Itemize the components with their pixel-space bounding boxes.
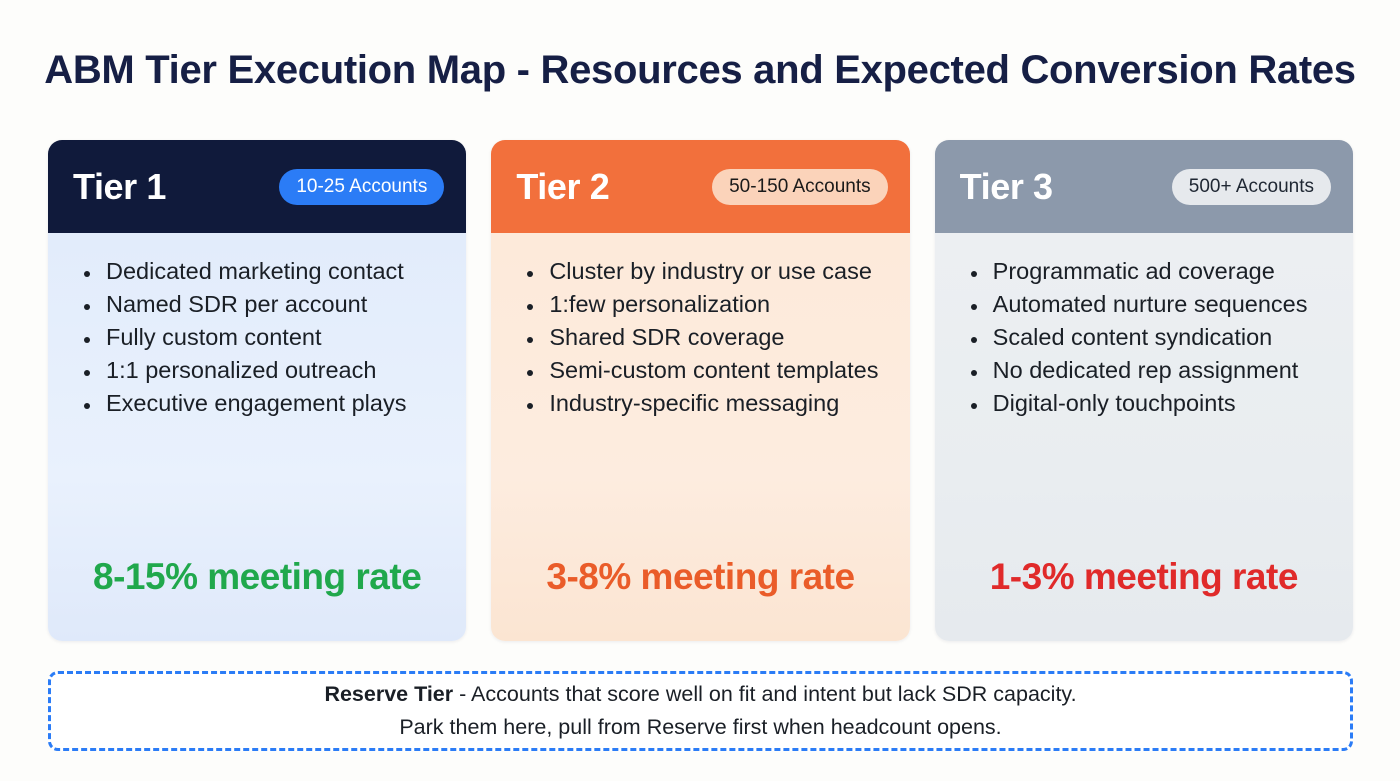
reserve-tier-line-2: Park them here, pull from Reserve first … bbox=[399, 715, 1002, 739]
tier-3-body: Programmatic ad coverage Automated nurtu… bbox=[934, 233, 1353, 641]
tier-card-3: Tier 3 500+ Accounts Programmatic ad cov… bbox=[934, 140, 1353, 641]
list-item: Semi-custom content templates bbox=[545, 354, 883, 387]
tier-2-body: Cluster by industry or use case 1:few pe… bbox=[491, 233, 910, 641]
tier-3-name: Tier 3 bbox=[959, 165, 1053, 207]
tier-2-bullet-list: Cluster by industry or use case 1:few pe… bbox=[511, 255, 889, 420]
list-item: Dedicated marketing contact bbox=[102, 255, 440, 288]
reserve-tier-line-1: Reserve Tier - Accounts that score well … bbox=[324, 678, 1076, 711]
list-item: Scaled content syndication bbox=[989, 321, 1327, 354]
reserve-tier-description: - Accounts that score well on fit and in… bbox=[453, 682, 1077, 706]
tier-1-name: Tier 1 bbox=[73, 165, 166, 207]
list-item: Fully custom content bbox=[102, 321, 440, 354]
list-item: No dedicated rep assignment bbox=[989, 354, 1327, 387]
tier-1-header: Tier 1 10-25 Accounts bbox=[48, 140, 467, 233]
list-item: 1:1 personalized outreach bbox=[102, 354, 440, 387]
tier-cards-row: Tier 1 10-25 Accounts Dedicated marketin… bbox=[48, 140, 1353, 641]
tier-1-account-badge: 10-25 Accounts bbox=[279, 168, 445, 205]
tier-card-1: Tier 1 10-25 Accounts Dedicated marketin… bbox=[48, 140, 467, 641]
tier-1-body: Dedicated marketing contact Named SDR pe… bbox=[48, 233, 467, 641]
tier-2-account-badge: 50-150 Accounts bbox=[712, 168, 888, 205]
list-item: Cluster by industry or use case bbox=[545, 255, 883, 288]
tier-2-header: Tier 2 50-150 Accounts bbox=[491, 140, 910, 233]
list-item: Automated nurture sequences bbox=[989, 288, 1327, 321]
tier-3-header: Tier 3 500+ Accounts bbox=[934, 140, 1353, 233]
tier-3-account-badge: 500+ Accounts bbox=[1171, 168, 1331, 205]
list-item: Shared SDR coverage bbox=[545, 321, 883, 354]
list-item: Programmatic ad coverage bbox=[989, 255, 1327, 288]
list-item: Industry-specific messaging bbox=[545, 387, 883, 420]
tier-3-bullet-list: Programmatic ad coverage Automated nurtu… bbox=[955, 255, 1333, 420]
tier-3-meeting-rate: 1-3% meeting rate bbox=[989, 556, 1299, 597]
list-item: Digital-only touchpoints bbox=[989, 387, 1327, 420]
tier-1-bullet-list: Dedicated marketing contact Named SDR pe… bbox=[68, 255, 446, 420]
tier-card-2: Tier 2 50-150 Accounts Cluster by indust… bbox=[491, 140, 910, 641]
reserve-tier-label: Reserve Tier bbox=[324, 682, 454, 706]
tier-2-meeting-rate: 3-8% meeting rate bbox=[546, 556, 855, 597]
list-item: Executive engagement plays bbox=[102, 387, 440, 420]
reserve-tier-callout: Reserve Tier - Accounts that score well … bbox=[48, 671, 1353, 751]
list-item: 1:few personalization bbox=[545, 288, 883, 321]
tier-2-name: Tier 2 bbox=[516, 165, 610, 207]
page-title: ABM Tier Execution Map - Resources and E… bbox=[44, 48, 1356, 92]
list-item: Named SDR per account bbox=[102, 288, 440, 321]
tier-1-meeting-rate: 8-15% meeting rate bbox=[93, 556, 422, 597]
